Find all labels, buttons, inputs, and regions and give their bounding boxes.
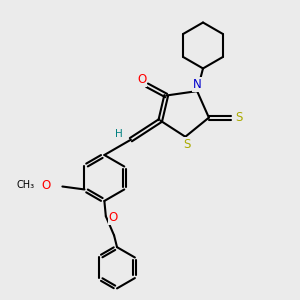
Text: S: S [236, 111, 243, 124]
Text: H: H [115, 129, 122, 140]
Text: O: O [109, 211, 118, 224]
Text: N: N [193, 78, 202, 91]
Text: O: O [137, 74, 146, 86]
Text: S: S [183, 138, 190, 151]
Text: CH₃: CH₃ [16, 180, 34, 190]
Text: O: O [42, 178, 51, 191]
